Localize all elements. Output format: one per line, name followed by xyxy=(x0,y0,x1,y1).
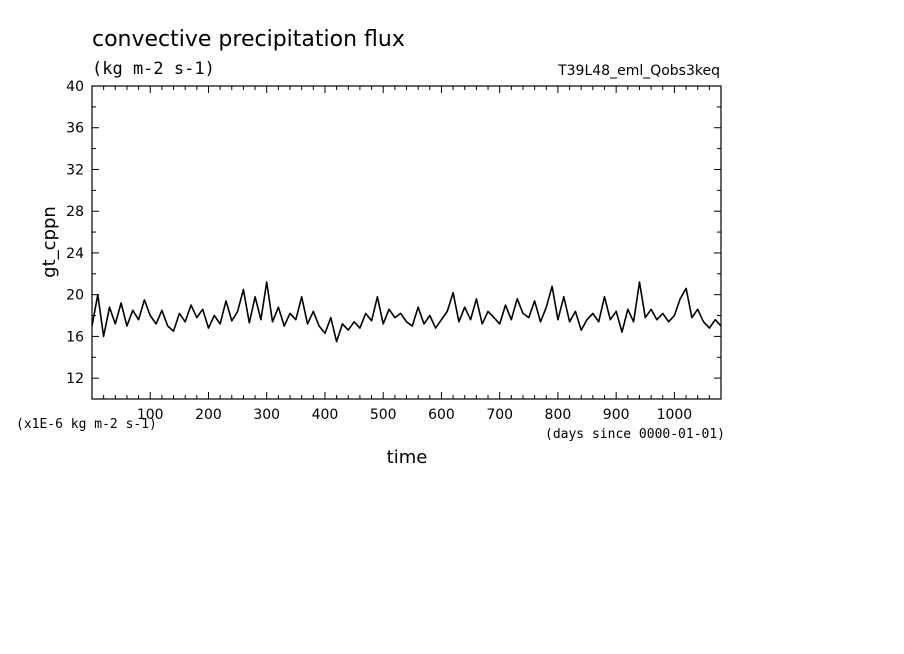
y-tick-label: 40 xyxy=(66,79,84,95)
x-tick-label: 700 xyxy=(486,407,513,423)
y-tick-label: 16 xyxy=(66,329,84,345)
chart-subtitle: (kg m-2 s-1) xyxy=(92,59,215,79)
x-tick-label: 600 xyxy=(428,407,455,423)
x-tick-label: 300 xyxy=(253,407,280,423)
x-tick-label: 400 xyxy=(312,407,339,423)
plot-frame xyxy=(91,85,722,400)
y-tick-label: 32 xyxy=(66,162,84,178)
x-units-note: (days since 0000-01-01) xyxy=(545,427,725,442)
chart-title: convective precipitation flux xyxy=(92,27,405,52)
y-axis-label: gt_cppn xyxy=(39,206,60,278)
x-tick-label: 100 xyxy=(137,407,164,423)
x-tick-label: 200 xyxy=(195,407,222,423)
y-tick-label: 36 xyxy=(66,121,84,137)
x-tick-label: 500 xyxy=(370,407,397,423)
x-tick-label: 1000 xyxy=(657,407,693,423)
run-label: T39L48_eml_Qobs3keq xyxy=(557,63,720,79)
y-tick-label: 28 xyxy=(66,204,84,220)
x-tick-label: 800 xyxy=(545,407,572,423)
x-tick-label: 900 xyxy=(603,407,630,423)
y-axis-ticks: 12 16 20 24 28 32 36 40 xyxy=(66,79,721,400)
series-line xyxy=(91,281,722,343)
y-tick-label: 20 xyxy=(66,288,84,304)
y-tick-label: 12 xyxy=(66,371,84,387)
x-axis-label: time xyxy=(387,447,428,468)
x-axis-ticks: 100 200 300 400 500 600 700 800 900 1000 xyxy=(103,86,710,423)
y-tick-label: 24 xyxy=(66,246,84,262)
y-scale-note: (x1E-6 kg m-2 s-1) xyxy=(16,417,157,432)
